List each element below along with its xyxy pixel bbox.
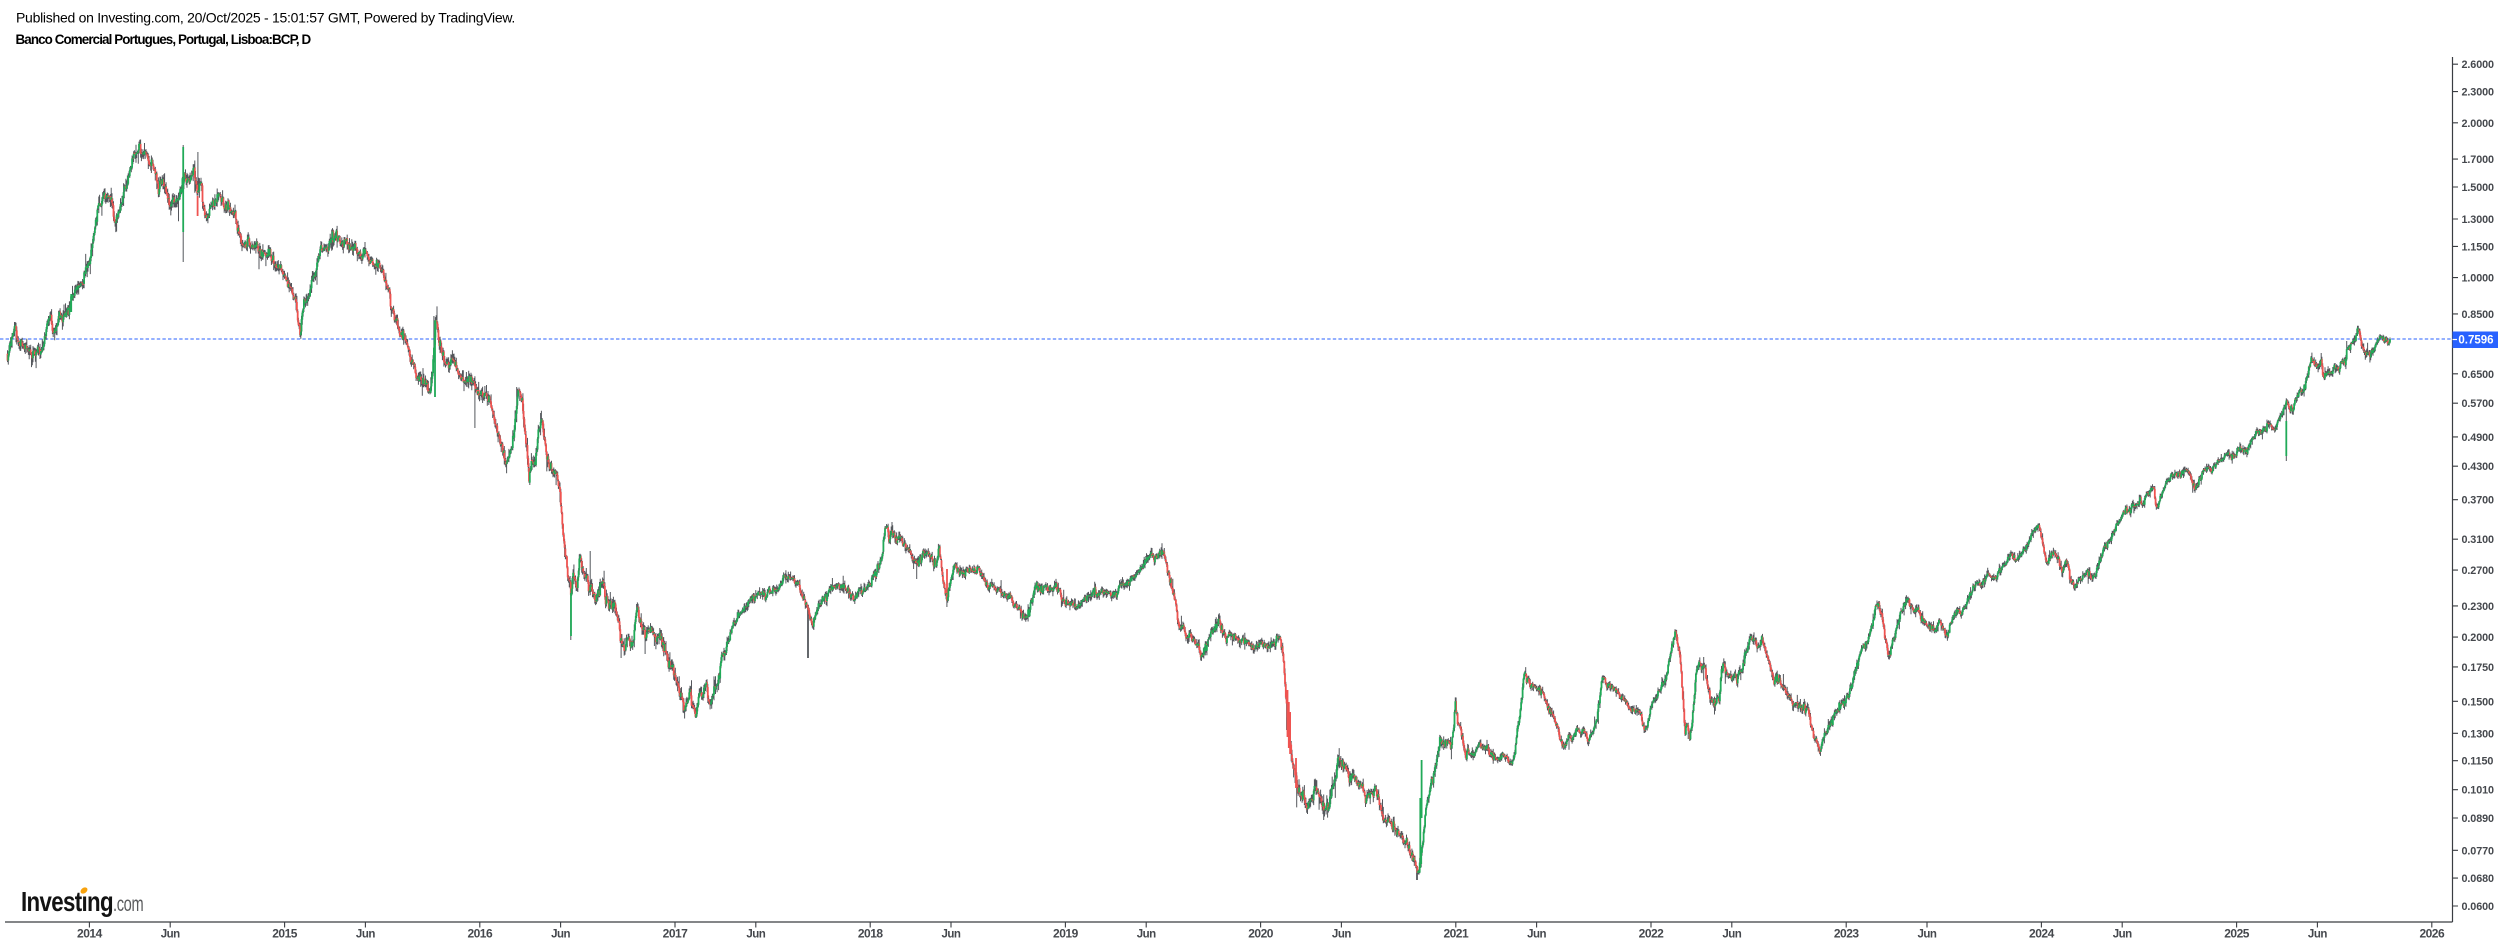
svg-text:0.4300: 0.4300 — [2462, 461, 2495, 473]
svg-text:Investıng: Investıng — [21, 887, 113, 918]
svg-text:Jun: Jun — [746, 929, 765, 941]
svg-text:0.3700: 0.3700 — [2462, 495, 2495, 507]
svg-text:2019: 2019 — [1053, 927, 1079, 941]
svg-text:0.5700: 0.5700 — [2462, 398, 2495, 410]
svg-text:Jun: Jun — [2308, 929, 2327, 941]
svg-text:0.1750: 0.1750 — [2462, 662, 2495, 674]
svg-text:0.1300: 0.1300 — [2462, 728, 2495, 740]
svg-text:Banco Comercial Portugues, Por: Banco Comercial Portugues, Portugal, Lis… — [16, 32, 312, 47]
svg-text:Jun: Jun — [1137, 929, 1156, 941]
svg-text:Jun: Jun — [1918, 929, 1937, 941]
svg-text:2024: 2024 — [2029, 927, 2055, 941]
svg-text:2025: 2025 — [2224, 927, 2250, 941]
svg-text:2026: 2026 — [2419, 927, 2445, 941]
svg-text:1.1500: 1.1500 — [2462, 241, 2495, 253]
svg-text:0.0770: 0.0770 — [2462, 845, 2495, 857]
svg-text:2017: 2017 — [663, 927, 689, 941]
svg-text:0.2000: 0.2000 — [2462, 632, 2495, 644]
svg-text:Jun: Jun — [1722, 929, 1741, 941]
svg-text:Jun: Jun — [551, 929, 570, 941]
svg-text:2022: 2022 — [1639, 927, 1665, 941]
svg-text:Jun: Jun — [1527, 929, 1546, 941]
svg-text:2018: 2018 — [858, 927, 884, 941]
svg-text:Published on Investing.com, 20: Published on Investing.com, 20/Oct/2025 … — [16, 10, 515, 26]
svg-text:.com: .com — [113, 891, 143, 916]
svg-text:2.0000: 2.0000 — [2462, 118, 2495, 130]
svg-text:0.0680: 0.0680 — [2462, 873, 2495, 885]
svg-text:1.7000: 1.7000 — [2462, 154, 2495, 166]
svg-text:Jun: Jun — [356, 929, 375, 941]
svg-text:0.1010: 0.1010 — [2462, 785, 2495, 797]
svg-text:0.8500: 0.8500 — [2462, 309, 2495, 321]
svg-text:2015: 2015 — [272, 927, 298, 941]
svg-text:Jun: Jun — [1332, 929, 1351, 941]
svg-text:2014: 2014 — [77, 927, 103, 941]
svg-text:0.3100: 0.3100 — [2462, 534, 2495, 546]
svg-text:1.5000: 1.5000 — [2462, 182, 2495, 194]
svg-text:0.0890: 0.0890 — [2462, 813, 2495, 825]
svg-text:Jun: Jun — [161, 929, 180, 941]
svg-text:0.2700: 0.2700 — [2462, 565, 2495, 577]
svg-text:0.1150: 0.1150 — [2462, 756, 2494, 768]
svg-text:Jun: Jun — [942, 929, 961, 941]
svg-text:2020: 2020 — [1248, 927, 1274, 941]
svg-text:0.1500: 0.1500 — [2462, 696, 2495, 708]
svg-text:2.6000: 2.6000 — [2462, 59, 2495, 71]
svg-text:Jun: Jun — [2113, 929, 2132, 941]
svg-text:2021: 2021 — [1443, 927, 1469, 941]
svg-text:0.0600: 0.0600 — [2462, 901, 2495, 913]
svg-text:0.7596: 0.7596 — [2458, 335, 2493, 347]
svg-text:1.0000: 1.0000 — [2462, 273, 2495, 285]
svg-text:0.4900: 0.4900 — [2462, 432, 2495, 444]
svg-text:2023: 2023 — [1834, 927, 1860, 941]
svg-text:2016: 2016 — [467, 927, 493, 941]
svg-text:2.3000: 2.3000 — [2462, 87, 2495, 99]
svg-text:0.2300: 0.2300 — [2462, 601, 2495, 613]
svg-text:1.3000: 1.3000 — [2462, 214, 2495, 226]
svg-text:0.6500: 0.6500 — [2462, 369, 2495, 381]
